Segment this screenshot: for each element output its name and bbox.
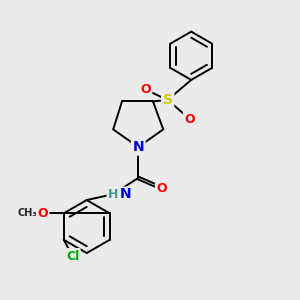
- Text: O: O: [18, 207, 29, 220]
- Text: S: S: [163, 93, 173, 107]
- Text: Cl: Cl: [66, 250, 79, 262]
- Text: H: H: [108, 188, 119, 201]
- Text: O: O: [37, 207, 48, 220]
- Text: N: N: [132, 140, 144, 154]
- Text: O: O: [157, 182, 167, 195]
- Text: O: O: [37, 207, 48, 220]
- Text: CH₃: CH₃: [17, 208, 37, 218]
- Text: N: N: [120, 187, 131, 201]
- Text: O: O: [140, 83, 151, 96]
- Text: O: O: [184, 112, 195, 126]
